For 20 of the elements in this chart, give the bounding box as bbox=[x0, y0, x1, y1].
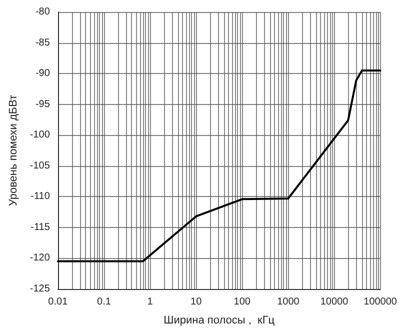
y-tick-label: -80 bbox=[35, 6, 50, 18]
y-tick-label: -95 bbox=[35, 98, 50, 110]
y-tick-label: -115 bbox=[30, 222, 50, 233]
y-tick-label: -125 bbox=[30, 284, 50, 294]
x-axis-title: Ширина полосы , кГц bbox=[164, 314, 276, 326]
y-tick-label: -100 bbox=[30, 130, 50, 141]
x-tick-label: 100 bbox=[234, 296, 251, 308]
x-tick-label: 100000 bbox=[364, 296, 398, 308]
y-tick-label: -120 bbox=[30, 252, 50, 264]
x-tick-label: 1000 bbox=[277, 296, 300, 308]
y-tick-label: -90 bbox=[35, 68, 50, 80]
y-tick-label: -85 bbox=[35, 37, 50, 48]
y-axis-title: Уровень помехи дБВт bbox=[8, 94, 20, 206]
y-tick-label: -110 bbox=[30, 191, 50, 202]
x-tick-label: 10000 bbox=[320, 296, 349, 308]
x-tick-label: 0.1 bbox=[97, 296, 112, 308]
x-tick-label: 0.01 bbox=[48, 296, 68, 308]
x-tick-label: 1 bbox=[147, 296, 154, 308]
x-tick-label: 10 bbox=[190, 296, 202, 308]
y-tick-label: -105 bbox=[30, 160, 50, 172]
